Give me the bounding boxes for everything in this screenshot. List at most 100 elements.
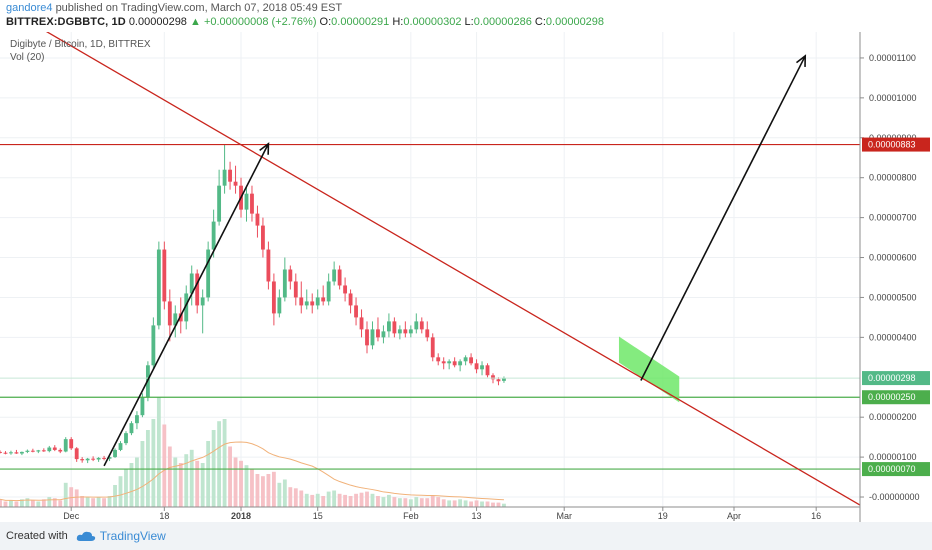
volume-bar: [447, 500, 452, 507]
x-tick-label: Mar: [556, 511, 572, 521]
candle-body: [189, 273, 194, 294]
y-axis[interactable]: 0.000011000.000010000.000009000.00000800…: [859, 32, 932, 522]
volume-bar: [233, 457, 238, 507]
volume-bar: [36, 501, 41, 507]
candlestick-series: [0, 144, 506, 464]
volume-bar: [30, 500, 35, 507]
candle-body: [348, 293, 353, 306]
candle-body: [425, 329, 430, 338]
volume-bar: [293, 488, 298, 507]
volume-bar: [343, 494, 348, 507]
projection-arrow: [640, 55, 806, 381]
close-value: 0.00000298: [545, 16, 605, 28]
volume-bar: [408, 499, 413, 507]
volume-bar: [124, 468, 128, 507]
volume-bar: [304, 493, 309, 507]
volume-bar: [222, 419, 227, 507]
price-tag: [862, 390, 930, 405]
y-tick-label: 0.00000400: [869, 332, 917, 342]
candle-body: [162, 249, 167, 302]
candle-body: [293, 281, 298, 298]
candle-body: [91, 458, 96, 460]
x-axis[interactable]: Dec 18 2018 15 Feb 13 Mar 19 Apr 16: [0, 506, 860, 521]
volume-bar: [156, 397, 161, 507]
volume-bar: [480, 501, 484, 507]
candle-body: [277, 297, 282, 314]
candle-body: [156, 249, 161, 326]
volume-bar: [206, 441, 211, 507]
volume-bar: [189, 449, 194, 507]
volume-bar: [436, 497, 441, 507]
open-value: 0.00000291: [331, 16, 390, 28]
y-tick-label: 0.00000600: [869, 253, 917, 263]
drawing-overlays: [0, 32, 861, 506]
price-change: ▲ +0.00000008 (+2.76%): [190, 16, 317, 28]
chart-header: gandore4 published on TradingView.com, M…: [0, 0, 932, 32]
y-tick-label: 0.00000800: [869, 173, 917, 183]
price-tag: [862, 137, 930, 152]
candle-body: [19, 451, 24, 454]
price-chart[interactable]: Dec 18 2018 15 Feb 13 Mar 19 Apr 16 0.00001100 0.0…: [0, 32, 932, 522]
cloud-icon: [76, 531, 95, 541]
volume-bar: [271, 471, 276, 507]
volume-bar: [140, 441, 145, 507]
candle-body: [74, 448, 79, 460]
published-text: published on TradingView.com, March 07, …: [55, 2, 343, 14]
candle-body: [107, 457, 112, 459]
volume-bar: [173, 457, 178, 507]
volume-bar: [162, 424, 167, 507]
candle-body: [30, 450, 35, 452]
candle-body: [408, 329, 413, 334]
candle-body: [491, 375, 495, 380]
volume-bar: [348, 496, 353, 507]
candle-body: [0, 451, 2, 453]
candle-body: [211, 221, 216, 250]
candle-body: [452, 361, 457, 366]
tradingview-logo[interactable]: TradingView: [76, 529, 166, 543]
volume-bar: [266, 474, 271, 507]
candle-body: [14, 452, 19, 454]
candle-body: [36, 450, 41, 452]
candle-body: [52, 447, 57, 450]
open-label: O:: [319, 16, 332, 28]
x-tick-label: 19: [658, 511, 668, 521]
high-label: H:: [392, 16, 404, 28]
candle-body: [47, 447, 52, 452]
candle-body: [184, 293, 189, 322]
candle-body: [332, 269, 337, 282]
volume-bar: [485, 501, 490, 507]
plot-background: [0, 32, 860, 522]
volume-bar: [178, 463, 183, 507]
candle-body: [250, 193, 254, 214]
candle-body: [436, 357, 441, 362]
candle-body: [365, 329, 369, 346]
volume-bar: [41, 499, 46, 507]
candle-body: [458, 361, 463, 366]
candle-body: [326, 281, 331, 302]
candle-body: [480, 365, 484, 370]
volume-bar: [261, 476, 265, 507]
volume-ma-line: [0, 441, 504, 502]
candle-body: [41, 450, 46, 452]
close-label: C:: [534, 16, 546, 28]
candle-body: [217, 185, 222, 222]
target-zone: [618, 336, 680, 403]
high-value: 0.00000302: [403, 16, 462, 28]
x-tick-label: 2018: [231, 511, 251, 521]
volume-bar: [250, 468, 254, 507]
volume-bar: [9, 500, 13, 507]
author-link[interactable]: gandore4: [6, 2, 53, 14]
volume-bar: [365, 491, 369, 507]
x-tick-label: 13: [472, 511, 482, 521]
volume-bar: [14, 501, 19, 507]
volume-bar: [452, 500, 457, 507]
volume-bar: [239, 460, 243, 507]
volume-bar: [58, 500, 63, 507]
candle-body: [9, 452, 13, 454]
volume-bar: [0, 499, 2, 507]
candle-body: [403, 329, 408, 334]
candle-body: [135, 415, 139, 424]
volume-bar: [332, 490, 337, 507]
volume-bar: [387, 494, 391, 507]
candle-body: [463, 357, 468, 362]
